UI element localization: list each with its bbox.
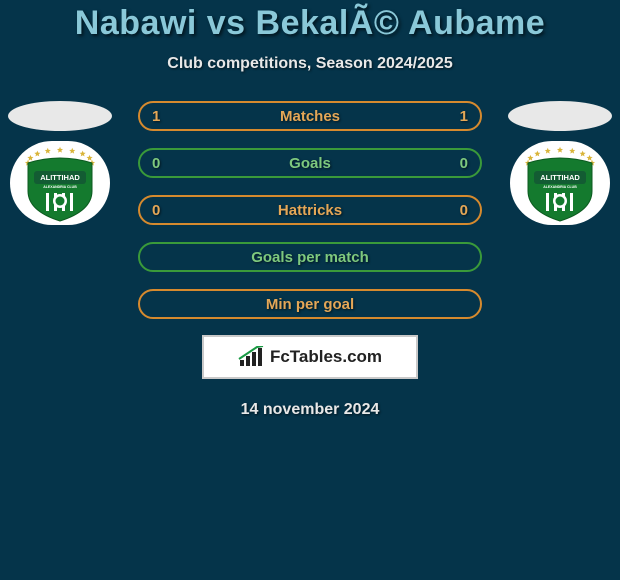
crest-sub: ALEXANDRIA CLUB: [543, 185, 577, 189]
crest-name: ALITTIHAD: [40, 173, 80, 182]
stat-row-min-per-goal: Min per goal: [138, 289, 482, 319]
bar-chart-icon: [238, 346, 266, 368]
left-player-side: ALITTIHAD ALEXANDRIA CLUB: [8, 101, 112, 225]
left-flag-ellipse: [8, 101, 112, 131]
stat-row-goals: 0 Goals 0: [138, 148, 482, 178]
stat-left-value: 0: [152, 202, 162, 219]
club-crest-icon: ALITTIHAD ALEXANDRIA CLUB: [16, 143, 104, 223]
logo-text: FcTables.com: [270, 347, 382, 367]
comparison-title: Nabawi vs BekalÃ© Aubame: [75, 4, 545, 43]
comparison-subtitle: Club competitions, Season 2024/2025: [167, 55, 452, 73]
source-logo-box: FcTables.com: [202, 335, 418, 379]
stat-right-value: 0: [458, 202, 468, 219]
main-area: ALITTIHAD ALEXANDRIA CLUB 1 Matches 1 0 Goal…: [0, 101, 620, 319]
stats-column: 1 Matches 1 0 Goals 0 0 Hattricks 0 Goals per mat…: [138, 101, 482, 319]
right-club-badge: ALITTIHAD ALEXANDRIA CLUB: [510, 141, 610, 225]
stat-row-matches: 1 Matches 1: [138, 101, 482, 131]
stat-left-value: 0: [152, 155, 162, 172]
left-club-badge: ALITTIHAD ALEXANDRIA CLUB: [10, 141, 110, 225]
club-crest-icon: ALITTIHAD ALEXANDRIA CLUB: [516, 143, 604, 223]
stat-label: Hattricks: [278, 202, 342, 219]
stat-label: Matches: [280, 108, 340, 125]
stat-left-value: 1: [152, 108, 162, 125]
right-flag-ellipse: [508, 101, 612, 131]
crest-name: ALITTIHAD: [540, 173, 580, 182]
stat-label: Min per goal: [266, 296, 354, 313]
stat-right-value: 0: [458, 155, 468, 172]
stat-row-goals-per-match: Goals per match: [138, 242, 482, 272]
date-text: 14 november 2024: [241, 401, 380, 419]
stat-label: Goals: [289, 155, 331, 172]
stat-label: Goals per match: [251, 249, 369, 266]
crest-sub: ALEXANDRIA CLUB: [43, 185, 77, 189]
right-player-side: ALITTIHAD ALEXANDRIA CLUB: [508, 101, 612, 225]
stat-right-value: 1: [458, 108, 468, 125]
stat-row-hattricks: 0 Hattricks 0: [138, 195, 482, 225]
